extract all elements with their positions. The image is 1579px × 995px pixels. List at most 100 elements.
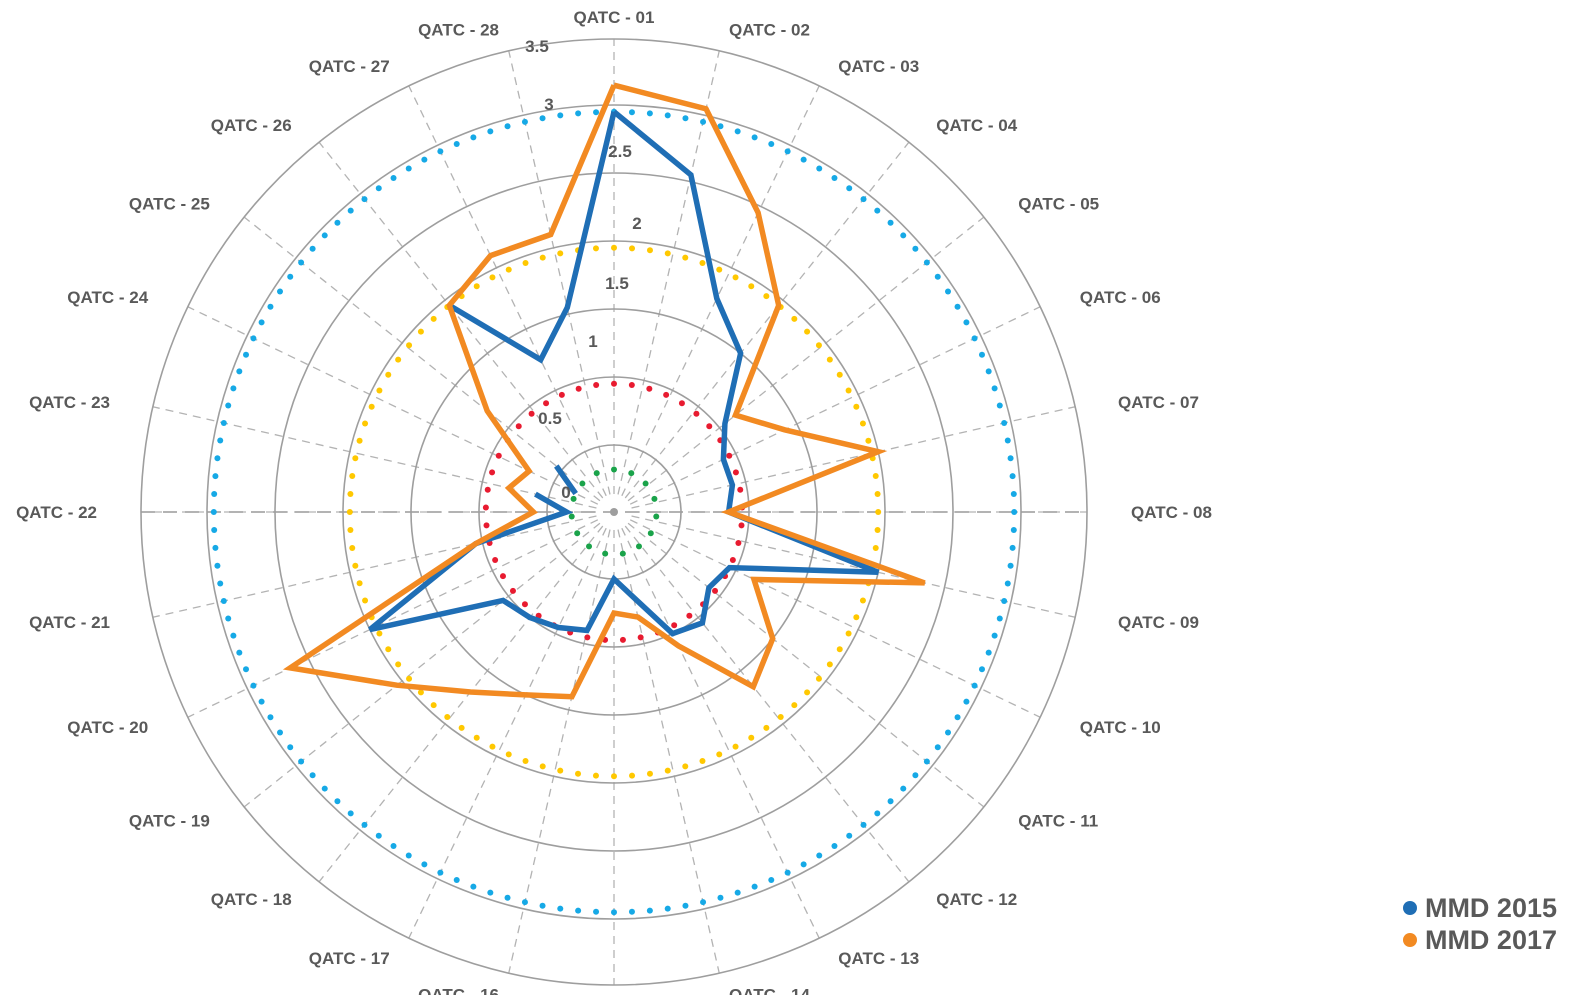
reference-ring-4-dot [489, 469, 496, 476]
reference-ring-2-dot [846, 185, 853, 192]
legend-item-mmd-2015[interactable]: MMD 2015 [1402, 892, 1557, 924]
reference-ring-3-dot [791, 315, 798, 322]
spoke-14 [617, 529, 720, 974]
reference-ring-3-dot [395, 661, 402, 668]
reference-ring-2-dot [751, 883, 758, 890]
category-label-23: QATC - 23 [29, 393, 110, 412]
series-line-1-segment-2 [447, 111, 617, 364]
reference-ring-4-dot [726, 452, 733, 459]
reference-ring-2-dot [470, 883, 477, 890]
reference-ring-2-dot [361, 196, 368, 203]
reference-ring-3-dot [845, 387, 852, 394]
grid-circle-4 [342, 240, 886, 784]
reference-ring-2-dot [487, 889, 494, 896]
reference-ring-2-dot [220, 598, 227, 605]
reference-ring-2-dot [250, 335, 257, 342]
reference-ring-2-dot [1010, 491, 1017, 498]
reference-ring-3-dot [430, 315, 437, 322]
reference-ring-3-dot [716, 751, 723, 758]
reference-ring-2-dot [212, 473, 219, 480]
reference-ring-3-dot [349, 544, 356, 551]
reference-ring-3-dot [763, 724, 770, 731]
reference-ring-2-dot [963, 698, 970, 705]
reference-ring-4-dot [735, 540, 742, 547]
reference-ring-2-dot [347, 207, 354, 214]
reference-ring-3-dot [406, 675, 413, 682]
category-label-12: QATC - 12 [936, 890, 1017, 909]
reference-ring-3-dot [505, 266, 512, 273]
reference-ring-2-dot [912, 772, 919, 779]
reference-ring-3-dot [629, 772, 636, 779]
spoke-27 [408, 85, 607, 497]
category-label-21: QATC - 21 [29, 613, 110, 632]
reference-ring-4-dot [593, 382, 600, 389]
tick-label-6: 3 [544, 95, 553, 114]
reference-ring-2-dot [887, 219, 894, 226]
reference-ring-4-dot [611, 380, 617, 387]
reference-ring-4-dot [678, 400, 685, 407]
reference-ring-3-dot [836, 646, 843, 653]
reference-ring-3-dot [826, 661, 833, 668]
category-label-7: QATC - 07 [1118, 393, 1199, 412]
reference-ring-2-dot [230, 632, 237, 639]
legend-item-mmd-2017[interactable]: MMD 2017 [1402, 924, 1557, 956]
reference-ring-2-dot [682, 115, 689, 122]
spoke-17 [408, 527, 607, 939]
reference-ring-2-dot [277, 288, 284, 295]
reference-ring-2-dot [250, 682, 257, 689]
reference-ring-3-dot [699, 260, 706, 267]
tick-label-4: 2 [632, 214, 641, 233]
spoke-21 [152, 515, 597, 618]
reference-ring-3-dot [836, 371, 843, 378]
reference-ring-2-dot [954, 714, 961, 721]
reference-ring-2-dot [784, 869, 791, 876]
spoke-28 [508, 50, 611, 495]
reference-ring-2-dot [453, 876, 460, 883]
spoke-11 [627, 522, 985, 808]
reference-ring-2-dot [504, 123, 511, 130]
reference-ring-2-dot [971, 682, 978, 689]
reference-ring-2-dot [985, 649, 992, 656]
reference-ring-4-dot [528, 410, 535, 417]
reference-ring-2-dot [700, 899, 707, 906]
reference-ring-3-dot [417, 689, 424, 696]
spoke-5 [627, 216, 985, 502]
reference-ring-3-dot [664, 250, 671, 257]
reference-ring-4-dot [509, 587, 516, 594]
reference-ring-3-dot [347, 490, 354, 497]
reference-ring-2-dot [1007, 455, 1014, 462]
spoke-13 [621, 527, 820, 939]
spoke-20 [187, 519, 599, 718]
reference-ring-3-dot [874, 490, 881, 497]
reference-ring-3-dot [611, 773, 617, 780]
reference-ring-3-dot [356, 580, 363, 587]
reference-ring-5-dot [593, 470, 600, 477]
reference-ring-3-dot [763, 293, 770, 300]
reference-ring-2-dot [267, 714, 274, 721]
reference-ring-4-dot [558, 391, 565, 398]
reference-ring-3-dot [522, 757, 529, 764]
reference-ring-4-dot [729, 557, 736, 564]
reference-ring-5-dot [611, 466, 617, 473]
reference-ring-2-dot [860, 821, 867, 828]
category-label-24: QATC - 24 [67, 288, 148, 307]
reference-ring-3-dot [804, 689, 811, 696]
reference-ring-3-dot [777, 713, 784, 720]
reference-ring-2-dot [217, 437, 224, 444]
reference-ring-4-dot [737, 486, 744, 493]
reference-ring-3-dot [699, 757, 706, 764]
category-label-10: QATC - 10 [1080, 718, 1161, 737]
category-label-17: QATC - 17 [309, 949, 390, 968]
reference-ring-2-dot [751, 134, 758, 141]
reference-ring-2-dot [390, 175, 397, 182]
category-label-16: QATC - 16 [418, 986, 499, 995]
reference-ring-5-dot [574, 530, 581, 537]
reference-ring-2-dot [375, 185, 382, 192]
spoke-3 [621, 85, 820, 497]
reference-ring-2-dot [421, 861, 428, 868]
reference-ring-3-dot [875, 509, 882, 515]
reference-ring-3-dot [458, 724, 465, 731]
reference-ring-2-dot [944, 288, 951, 295]
spoke-18 [318, 525, 604, 883]
